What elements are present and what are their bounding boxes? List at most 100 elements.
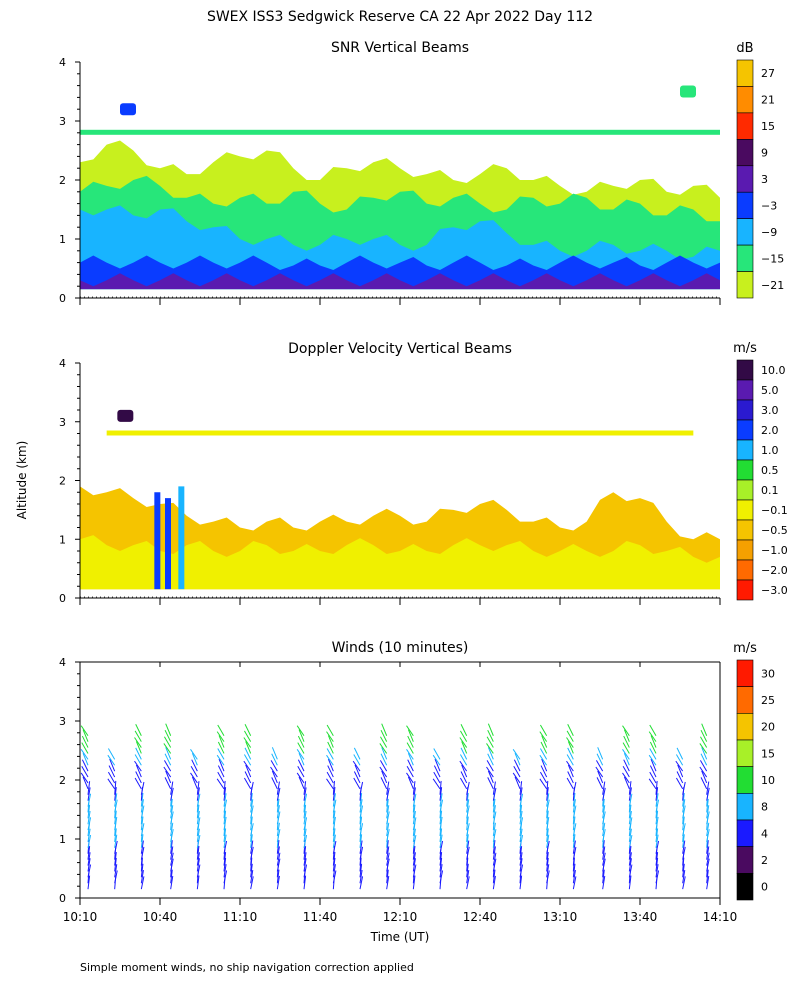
wind-barb [602, 840, 605, 854]
colorbar-swatch [736, 559, 754, 581]
wind-barb [706, 840, 709, 854]
wind-barb [276, 852, 281, 866]
wind-barb [572, 781, 577, 795]
wind-barb [655, 793, 659, 807]
wind-barb [87, 781, 91, 795]
y-tick-label: 2 [59, 774, 66, 787]
wind-barb [297, 759, 305, 772]
colorbar-swatch [736, 539, 754, 561]
wind-barb [303, 787, 307, 801]
wind-barb [298, 752, 305, 766]
x-tick-label: 14:10 [703, 910, 738, 924]
wind-barb [546, 828, 549, 843]
wind-barb [381, 747, 388, 760]
wind-barb [114, 840, 118, 854]
colorbar-label: 15 [761, 747, 775, 760]
y-tick-label: 1 [59, 533, 66, 546]
wind-barb [107, 771, 116, 784]
x-tick-label: 11:40 [303, 910, 338, 924]
wind-barb [297, 766, 305, 778]
wind-barb [359, 869, 363, 884]
column-feature [178, 486, 185, 590]
patch-feature [117, 409, 134, 422]
wind-barb [276, 840, 280, 854]
wind-barb [567, 747, 574, 760]
wind-barb [140, 792, 144, 807]
wind-barb [655, 810, 659, 825]
wind-barb [699, 743, 708, 754]
wind-barb [332, 810, 336, 825]
wind-barb [196, 846, 200, 860]
wind-barb [682, 799, 686, 813]
column-feature [165, 498, 171, 590]
wind-barb [406, 725, 414, 737]
wind-barb [244, 771, 252, 784]
wind-barb [514, 776, 521, 790]
wind-barb [675, 777, 684, 790]
colorbar-swatch [736, 873, 754, 901]
wind-barb [519, 793, 524, 807]
wind-barb [602, 787, 606, 801]
colorbar-label: 2 [761, 854, 768, 867]
wind-barb [466, 840, 470, 854]
wind-barb [332, 864, 336, 878]
wind-barb [648, 754, 657, 766]
wind-barb [381, 770, 388, 784]
wind-barb [303, 852, 307, 866]
colorbar-swatch [736, 59, 754, 87]
wind-barb [332, 834, 336, 848]
wind-barb [572, 846, 577, 860]
wind-barb [466, 863, 469, 878]
wind-barb [701, 770, 708, 784]
wind-barb [217, 765, 225, 778]
wind-barb [623, 776, 630, 790]
wind-barb [546, 851, 549, 866]
wind-barb [546, 799, 550, 813]
wind-barb [359, 781, 364, 795]
wind-barb [655, 840, 660, 854]
wind-barb [250, 792, 253, 807]
wind-barb [546, 780, 549, 795]
wind-barb [407, 759, 414, 772]
wind-barb [628, 858, 632, 872]
wind-barb [655, 780, 658, 795]
wind-barb [572, 869, 576, 884]
wind-barb [519, 804, 523, 819]
x-tick-label: 13:10 [543, 910, 578, 924]
wind-barb [596, 753, 604, 766]
wind-barb [87, 810, 91, 825]
colorbar-label: 1.0 [761, 444, 779, 457]
wind-barb [163, 736, 172, 748]
wind-barb [140, 834, 144, 848]
wind-barb [466, 876, 470, 890]
wind-barb [170, 829, 174, 843]
wind-barb [303, 864, 308, 878]
colorbar-label: −9 [761, 226, 777, 239]
wind-barb [196, 804, 200, 819]
wind-barb [250, 816, 253, 831]
colorbar-label: 0.5 [761, 464, 779, 477]
wind-barb [572, 799, 576, 813]
wind-barb [700, 753, 708, 766]
wind-barb [492, 811, 497, 825]
wind-barb [595, 760, 604, 772]
wind-barb [459, 777, 468, 790]
wind-barb [87, 828, 91, 843]
wind-barb [519, 787, 523, 801]
wind-barb [492, 787, 497, 801]
wind-barb [700, 777, 708, 790]
wind-barb [628, 834, 633, 848]
wind-barb [276, 805, 280, 819]
wind-barb [466, 834, 469, 848]
wind-barb [623, 735, 630, 748]
colorbar-swatch [736, 439, 754, 461]
wind-barb [243, 737, 252, 748]
colorbar-swatch [736, 191, 754, 219]
colorbar-label: −0.1 [761, 504, 788, 517]
wind-barb [87, 864, 92, 878]
colorbar-swatch [736, 713, 754, 741]
wind-barb [439, 793, 443, 807]
wind-barb [250, 863, 253, 878]
wind-barb [191, 752, 198, 766]
wind-barb [81, 766, 89, 778]
